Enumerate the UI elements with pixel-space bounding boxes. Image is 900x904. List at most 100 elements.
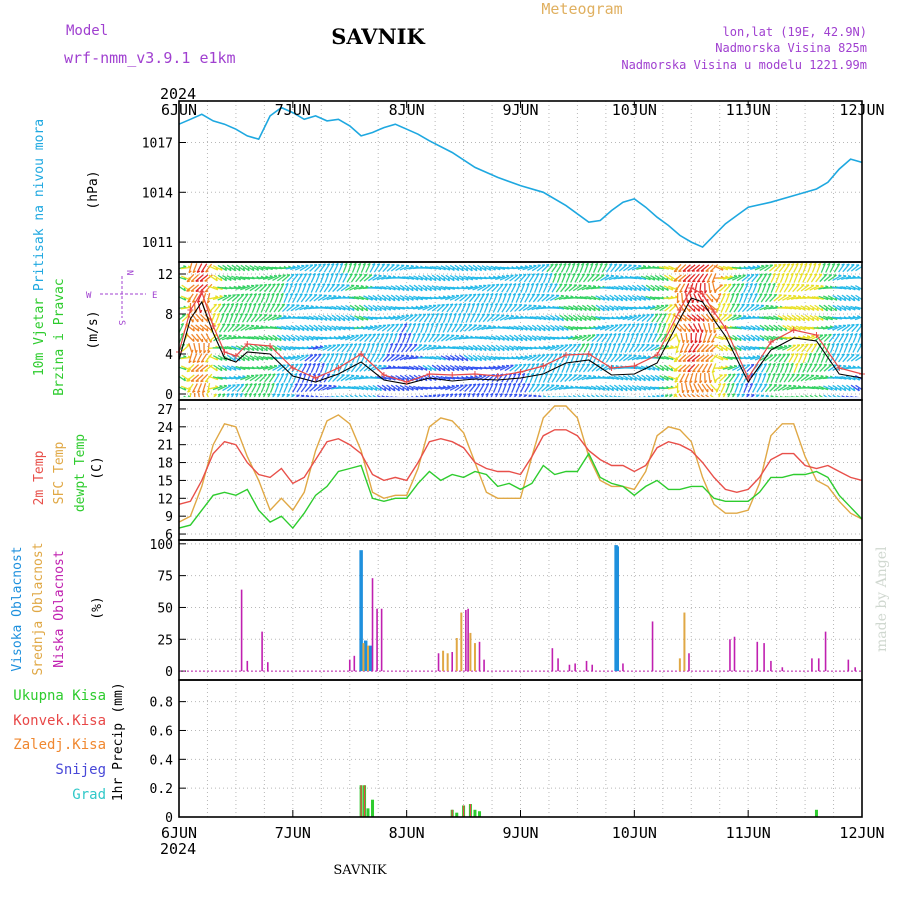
wind-barb-head — [207, 319, 208, 322]
compass-e: E — [152, 291, 157, 301]
wind-barb-head — [742, 394, 745, 395]
cloud-mid-bar — [474, 643, 476, 671]
wind-barb-head — [382, 264, 385, 265]
wind-barb-head — [373, 334, 376, 335]
wind-barb-head — [361, 376, 364, 377]
wind-barb-head — [805, 344, 808, 345]
wind-barb-head — [688, 390, 689, 393]
wind-barb-head — [550, 354, 553, 355]
precip-legend-conv: Konvek.Kisa — [13, 713, 106, 729]
y-tick-label: 25 — [157, 633, 173, 648]
wind-barb-head — [681, 318, 682, 321]
wind-barb-head — [304, 384, 307, 385]
wind-barb-head — [546, 354, 549, 355]
wind-barb-head — [205, 291, 208, 292]
wind-barb-head — [550, 264, 553, 265]
wind-barb-head — [268, 374, 271, 375]
wind-barb-head — [356, 375, 359, 376]
wind-barb-head — [537, 384, 540, 385]
wind-barb-head — [502, 366, 505, 367]
wind-barb-head — [306, 396, 309, 397]
wind-barb-head — [688, 281, 691, 282]
wind-barb-head — [703, 318, 704, 321]
wind-barb-head — [247, 376, 250, 377]
wind-barb-head — [243, 286, 246, 287]
wind-barb-head — [857, 316, 860, 317]
wind-barb — [441, 275, 449, 281]
y-tick-label: 0 — [165, 388, 173, 403]
wind-barb — [569, 315, 577, 321]
wind-barb-head — [306, 306, 309, 307]
wind-barb-head — [387, 264, 390, 265]
altitude-label: Nadmorska Visina 825m — [715, 41, 867, 55]
wind-barb-head — [602, 326, 605, 327]
cloud-low-bar — [734, 637, 736, 671]
wind-barb-head — [796, 284, 799, 285]
wind-barb-head — [437, 334, 440, 335]
wind-barb-head — [828, 334, 831, 335]
wind-barb-head — [329, 385, 332, 386]
cloud-low-bar — [848, 660, 850, 671]
cloud-low-bar — [552, 648, 554, 671]
wind-barb — [619, 295, 627, 301]
y-tick-label: 15 — [157, 474, 173, 489]
wind-barb-head — [419, 314, 422, 315]
wind-barb-head — [834, 326, 837, 327]
wind-barb — [441, 365, 449, 371]
wind-barb-head — [614, 354, 617, 355]
cloud-low-bar — [241, 590, 243, 671]
cloud-low-bar — [622, 663, 624, 671]
wind-barb — [694, 383, 698, 392]
wind-barb — [469, 355, 477, 361]
wind-barb-head — [333, 296, 336, 297]
tick-labels: 1011101410170481269121518212427025507510… — [142, 101, 885, 842]
wind-barb-head — [742, 304, 745, 305]
cloud-high-bar — [359, 550, 363, 671]
wind-barb-head — [274, 365, 277, 366]
wind-barb-head — [657, 306, 660, 307]
wind-barb-head — [297, 266, 300, 267]
cloud-mid-bar — [460, 613, 462, 672]
wind-barb — [464, 355, 472, 361]
wind-barb-head — [295, 364, 298, 365]
wind-field — [176, 263, 864, 403]
wind-barb-head — [429, 305, 432, 306]
wind-barb-head — [634, 315, 637, 316]
precip-conv-bar — [470, 804, 471, 817]
wind-barb — [714, 345, 722, 351]
wind-barb-head — [732, 374, 735, 375]
wind-barb — [519, 335, 527, 341]
wind-barb-head — [587, 274, 590, 275]
wind-barb-head — [356, 285, 359, 286]
y-tick-label: 100 — [150, 538, 173, 553]
wind-barb-head — [529, 266, 532, 267]
wind-barb-head — [693, 300, 694, 303]
precip-conv-bar — [364, 785, 365, 817]
wind-barb-head — [447, 296, 450, 297]
wind-barb — [188, 384, 194, 392]
wind-barb-head — [459, 324, 462, 325]
wind-barb — [796, 315, 804, 321]
wind-barb-head — [769, 384, 772, 385]
wind-barb — [514, 335, 522, 341]
wind-barb — [690, 383, 693, 393]
wind-barb-head — [671, 346, 674, 347]
wind-barb-head — [751, 275, 754, 276]
wind-barb — [387, 385, 395, 391]
wind-barb-head — [619, 354, 622, 355]
y-tick-label: 0.8 — [150, 696, 173, 711]
cloud-low-bar — [763, 643, 765, 671]
wind-barb-head — [743, 316, 746, 317]
wind-barb-head — [464, 324, 467, 325]
wind-unit: (m/s) — [86, 310, 101, 349]
model-name: wrf-nmm_v3.9.1 e1km — [64, 49, 236, 67]
wind-barb-head — [683, 340, 684, 343]
wind-barb-head — [318, 354, 321, 355]
wind-barb — [209, 365, 217, 371]
wind-barb-head — [183, 266, 186, 267]
station-title: SAVNIK — [331, 24, 425, 49]
wind-barb-head — [187, 281, 190, 282]
wind-barb-head — [214, 304, 217, 305]
wind-barb-head — [755, 274, 758, 275]
